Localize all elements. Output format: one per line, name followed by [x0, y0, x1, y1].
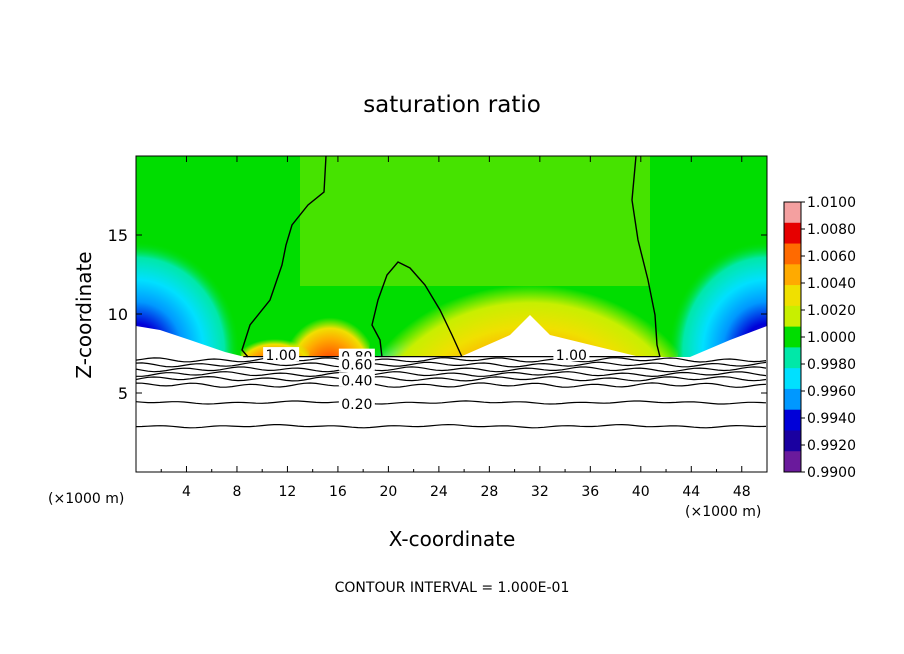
colorbar-label: 1.0080 — [807, 222, 856, 238]
colorbar-swatch — [784, 305, 801, 328]
x-axis-label: X-coordinate — [389, 527, 516, 551]
contour-1.00-right — [631, 156, 661, 358]
x-unit-left: (×1000 m) — [48, 491, 124, 507]
contour-label-bg — [338, 356, 375, 371]
x-tick-label: 44 — [682, 484, 700, 500]
x-tick-label: 24 — [430, 484, 448, 500]
contour-label: 0.20 — [341, 397, 372, 413]
colorbar-swatch — [784, 347, 801, 369]
colorbar-swatch — [784, 409, 801, 431]
contour-label-bg — [338, 372, 375, 387]
y-tick-label: 15 — [108, 226, 128, 245]
colorbar: 1.0100 1.0080 1.0060 1.0040 1.0020 1.0000 0.99… — [783, 195, 856, 481]
contour-label: 1.00 — [556, 348, 587, 364]
colorbar-swatch — [784, 285, 801, 307]
colorbar-swatch — [784, 264, 801, 286]
contour-line — [136, 382, 767, 388]
colorbar-label: 1.0040 — [807, 276, 856, 292]
contour-label: 0.60 — [341, 358, 372, 374]
colorbar-label: 1.0020 — [807, 303, 856, 319]
contour-1.00-center — [371, 261, 463, 358]
y-axis-label: Z-coordinate — [72, 251, 96, 378]
x-tick-label: 16 — [329, 484, 347, 500]
contour-labels: 1.000.800.600.400.201.00 — [263, 347, 590, 413]
colorbar-label: 1.0060 — [807, 249, 856, 265]
colorbar-swatch — [784, 388, 801, 411]
y-tick-label: 10 — [108, 305, 128, 324]
y-axis-ticks: 5 10 15 — [108, 226, 767, 403]
contour-line — [136, 357, 767, 363]
colorbar-label: 1.0000 — [807, 330, 856, 346]
colorbar-label: 0.9960 — [807, 384, 856, 400]
plot-area: 1.000.800.600.400.201.00 — [136, 156, 767, 472]
x-tick-label: 40 — [632, 484, 650, 500]
terrain-mask — [136, 315, 767, 472]
contour-label: 1.00 — [266, 348, 297, 364]
contour-line — [136, 375, 767, 382]
x-tick-label: 36 — [581, 484, 599, 500]
contour-label: 0.40 — [341, 373, 372, 389]
x-tick-label: 12 — [279, 484, 297, 500]
colorbar-label: 0.9900 — [807, 465, 856, 481]
chart-title: saturation ratio — [363, 92, 541, 118]
contour-label-bg — [263, 347, 300, 362]
lower-contours — [136, 356, 767, 429]
x-tick-label: 28 — [480, 484, 498, 500]
contour-interval-note: CONTOUR INTERVAL = 1.000E-01 — [335, 580, 570, 596]
contour-line — [136, 361, 767, 368]
contour-line — [136, 371, 767, 378]
colorbar-swatch — [784, 368, 801, 390]
x-axis-ticks: 4 8 12 16 20 24 28 32 36 40 44 48 — [160, 156, 751, 500]
contour-line — [136, 423, 767, 429]
contour-label-bg — [553, 347, 590, 362]
contour-line — [136, 366, 767, 373]
colorbar-label: 0.9940 — [807, 411, 856, 427]
x-tick-label: 48 — [733, 484, 751, 500]
x-tick-label: 32 — [531, 484, 549, 500]
x-tick-label: 20 — [379, 484, 397, 500]
x-unit-right: (×1000 m) — [685, 504, 761, 520]
colorbar-label: 0.9980 — [807, 357, 856, 373]
colorbar-swatch — [784, 202, 801, 224]
x-tick-label: 8 — [232, 484, 241, 500]
colorbar-label: 1.0100 — [807, 195, 856, 211]
colorbar-label: 0.9920 — [807, 438, 856, 454]
colorbar-swatch — [784, 430, 801, 452]
contour-line — [136, 400, 767, 405]
colorbar-swatch — [784, 451, 801, 473]
colorbar-swatch — [784, 222, 801, 245]
colorbar-swatch — [784, 243, 801, 265]
x-tick-label: 4 — [182, 484, 191, 500]
y-tick-label: 5 — [118, 384, 128, 403]
contour-1.00-left — [241, 156, 327, 358]
contour-label-bg — [338, 396, 375, 411]
colorbar-swatch — [784, 326, 801, 348]
